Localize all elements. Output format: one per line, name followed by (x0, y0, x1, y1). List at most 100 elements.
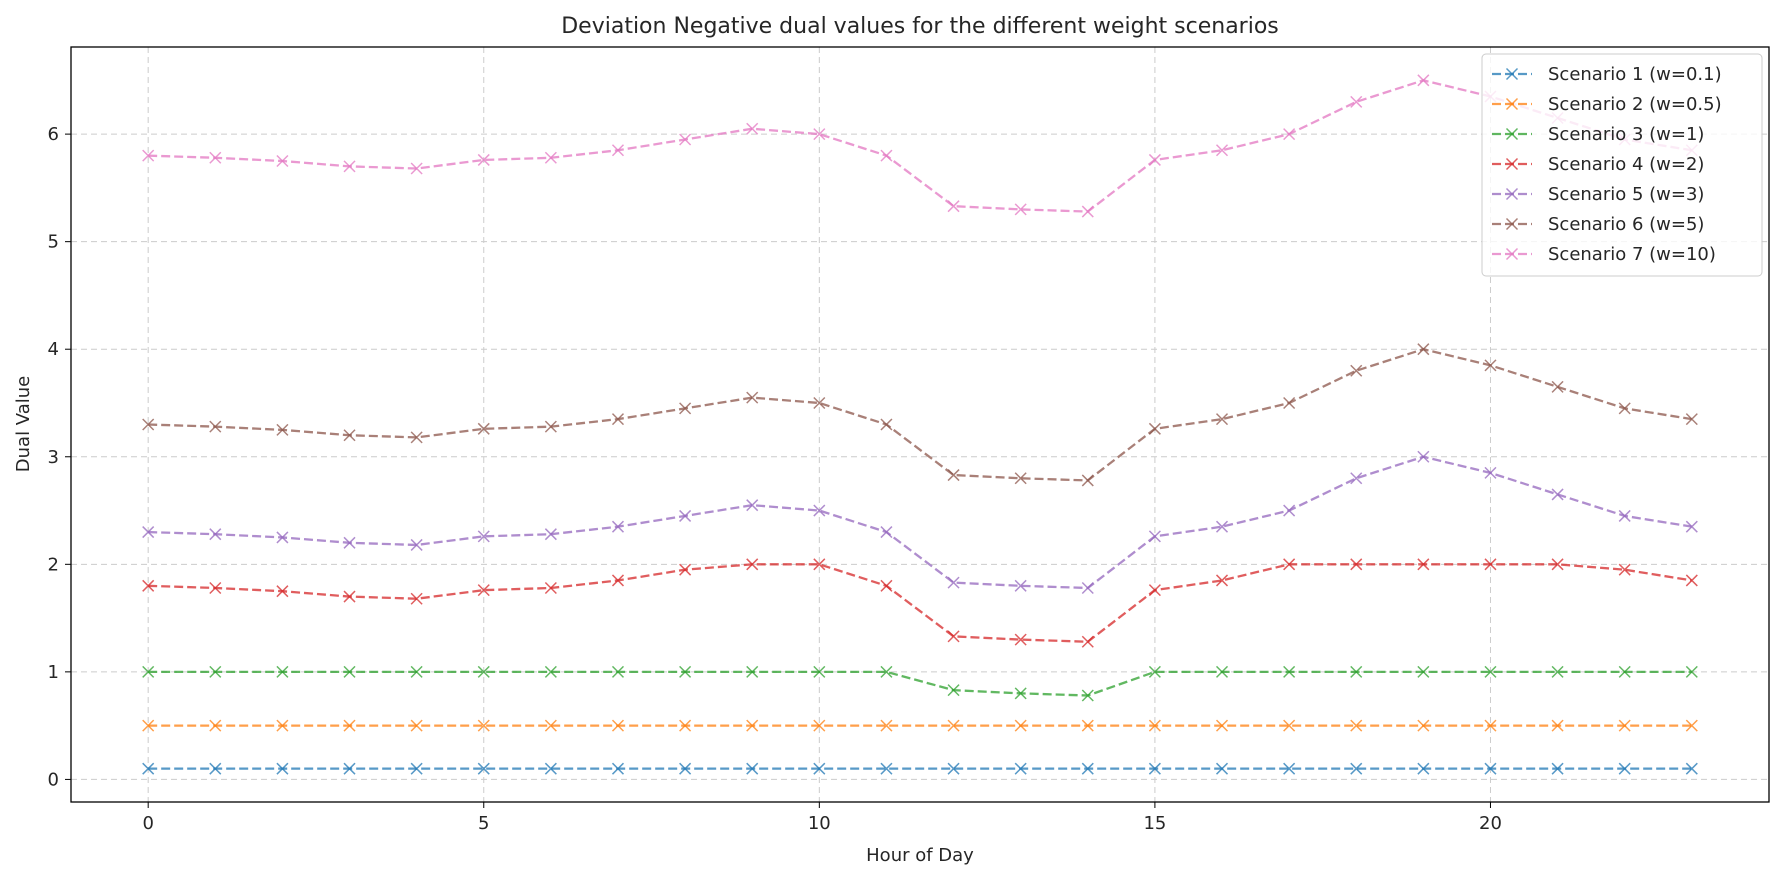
data-point-marker (1081, 689, 1094, 702)
data-point-marker (276, 531, 289, 544)
data-point-marker (544, 719, 557, 732)
x-tick-label: 5 (478, 813, 489, 834)
plot-area-frame (70, 46, 1770, 803)
series-2 (142, 719, 1698, 732)
data-point-marker (477, 153, 490, 166)
series-line (148, 79, 1693, 213)
data-point-marker (679, 133, 692, 146)
legend-item: Scenario 6 (w=5) (1492, 214, 1704, 235)
data-point-marker (611, 520, 625, 533)
series-5 (142, 450, 1698, 595)
data-point-marker (209, 762, 222, 775)
legend-marker (1505, 97, 1519, 111)
x-tick-label: 10 (808, 813, 831, 834)
data-point-marker (276, 154, 289, 168)
data-point-marker (1215, 719, 1229, 732)
data-point-marker (1685, 665, 1698, 678)
data-point-marker (1685, 574, 1698, 587)
data-point-marker (1350, 719, 1363, 732)
data-point-marker (1283, 504, 1296, 517)
data-point-marker (1215, 762, 1229, 775)
data-point-marker (1551, 719, 1564, 732)
legend-marker (1505, 217, 1519, 231)
series-line (148, 670, 1692, 697)
data-point-marker (1551, 380, 1564, 393)
data-point-marker (1148, 153, 1161, 166)
series-line (148, 563, 1693, 643)
data-point-marker (1685, 520, 1698, 533)
y-tick-label: 1 (48, 662, 59, 683)
data-point-marker (746, 391, 759, 404)
data-point-marker (679, 563, 692, 576)
data-point-marker (477, 584, 490, 597)
x-tick-label: 0 (142, 813, 153, 834)
data-point-marker (1215, 413, 1229, 426)
legend-marker (1505, 127, 1519, 141)
data-point-marker (1618, 509, 1631, 522)
legend-box (1481, 53, 1763, 277)
data-point-marker (1618, 402, 1631, 415)
data-point-marker (276, 719, 289, 732)
series-lines (142, 74, 1698, 775)
data-point-marker (947, 719, 960, 732)
data-point-marker (343, 719, 356, 732)
data-point-marker (679, 402, 692, 415)
data-point-marker (1685, 413, 1698, 426)
data-point-marker (1417, 343, 1430, 356)
data-point-marker (1014, 579, 1027, 592)
legend-item: Scenario 1 (w=0.1) (1492, 64, 1722, 85)
data-point-marker (209, 665, 222, 678)
series-line (148, 455, 1693, 590)
y-tick-label: 2 (48, 554, 59, 575)
data-point-marker (276, 665, 289, 678)
data-point-marker (1283, 558, 1296, 571)
data-point-marker (880, 719, 893, 732)
data-point-marker (679, 762, 692, 775)
data-point-marker (1081, 762, 1094, 775)
legend-label: Scenario 7 (w=10) (1548, 244, 1716, 265)
series-line (148, 348, 1693, 482)
data-point-marker (679, 719, 692, 732)
data-point-marker (1283, 396, 1296, 410)
data-point-marker (1350, 472, 1363, 485)
data-point-marker (813, 396, 826, 410)
data-point-marker (947, 630, 960, 643)
data-point-marker (611, 574, 625, 587)
legend-marker (1505, 157, 1519, 171)
data-point-marker (813, 558, 826, 571)
data-point-marker (813, 504, 826, 517)
data-point-marker (1014, 633, 1027, 646)
data-point-marker (947, 576, 960, 589)
legend-item: Scenario 7 (w=10) (1492, 244, 1716, 265)
y-tick-label: 3 (48, 447, 59, 468)
data-point-marker (813, 762, 826, 775)
data-point-marker (1014, 687, 1027, 700)
data-point-marker (1685, 762, 1698, 775)
data-point-marker (1417, 719, 1430, 732)
legend-label: Scenario 5 (w=3) (1548, 184, 1704, 205)
data-point-marker (1148, 530, 1161, 543)
data-point-marker (410, 665, 423, 678)
data-point-marker (142, 579, 155, 592)
data-point-marker (1484, 762, 1497, 775)
data-point-marker (611, 665, 625, 678)
data-point-marker (544, 581, 557, 595)
data-point-marker (276, 423, 289, 436)
data-point-marker (746, 762, 759, 775)
data-point-marker (343, 429, 356, 442)
legend-label: Scenario 6 (w=5) (1548, 214, 1704, 235)
data-point-marker (1618, 563, 1631, 576)
data-point-marker (1350, 762, 1363, 775)
data-point-marker (1215, 520, 1229, 533)
data-point-marker (209, 528, 222, 541)
data-point-marker (611, 413, 625, 426)
legend-marker (1505, 187, 1519, 201)
data-point-marker (1148, 665, 1161, 678)
data-point-marker (410, 762, 423, 775)
data-point-marker (1417, 450, 1430, 463)
data-point-marker (343, 590, 356, 603)
data-point-marker (1551, 762, 1564, 775)
series-4 (142, 558, 1698, 648)
data-point-marker (477, 762, 490, 775)
